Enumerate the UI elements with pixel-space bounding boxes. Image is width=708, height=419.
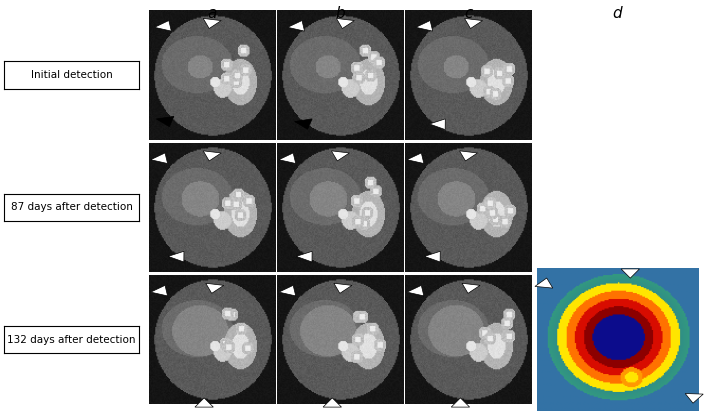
Text: b: b (335, 6, 345, 21)
Text: c: c (464, 6, 472, 21)
Text: 87 days after detection: 87 days after detection (11, 202, 132, 212)
Text: Initial detection: Initial detection (30, 70, 113, 80)
Text: a: a (207, 6, 217, 21)
Text: 132 days after detection: 132 days after detection (7, 335, 136, 345)
Text: d: d (612, 6, 622, 21)
